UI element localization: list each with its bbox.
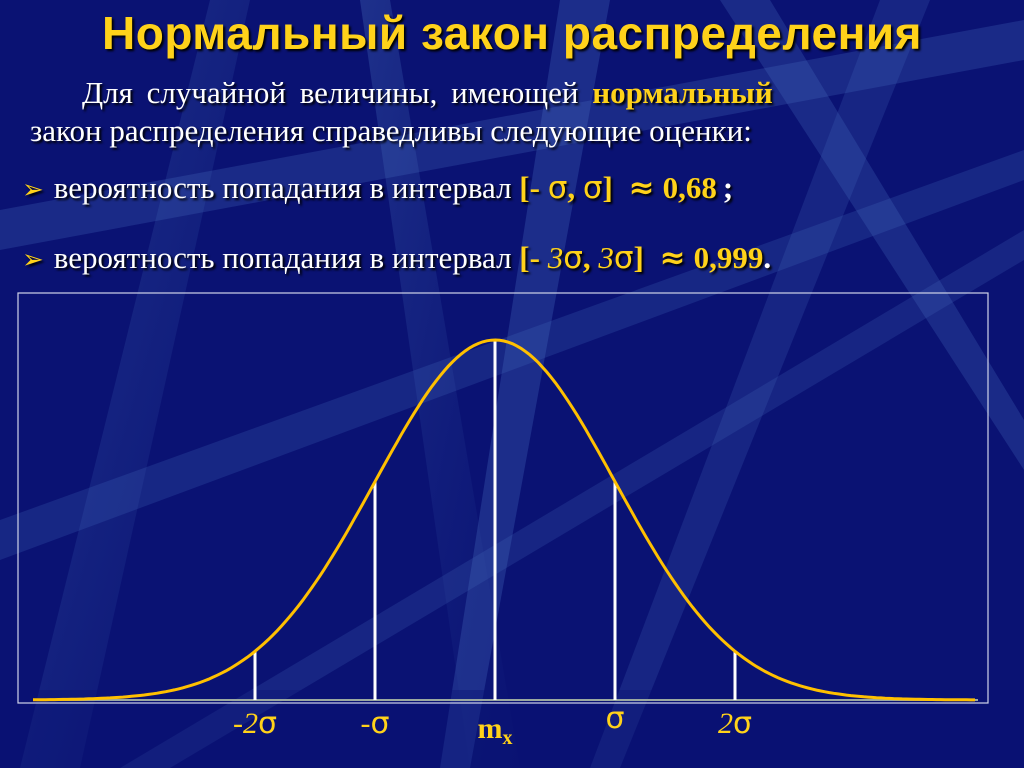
interval-separator: , (567, 170, 576, 205)
interval-multiplier: 3 (547, 240, 564, 275)
interval-expression: [- 3σ, 3σ] (519, 240, 644, 276)
bullet-suffix: ; (722, 170, 734, 205)
intro-line1: Для случайной величины, имеющей (82, 75, 579, 110)
interval-separator: , (582, 240, 591, 275)
interval-open: [- (519, 240, 540, 275)
probability-value: 0,999 (693, 240, 764, 275)
interval-expression: [- σ, σ] (519, 170, 613, 206)
probability-value: 0,68 (662, 170, 717, 205)
intro-text: Для случайной величины, имеющей нормальн… (30, 74, 990, 150)
interval-close: ] (633, 240, 644, 275)
arrow-bullet-icon: ➢ (22, 175, 44, 205)
slide-title: Нормальный закон распределения (102, 7, 922, 59)
bullet-item-1: ➢ вероятность попадания в интервал [- σ, … (22, 170, 733, 206)
sigma-symbol: σ (547, 170, 568, 206)
bullet-text: вероятность попадания в интервал (53, 170, 512, 205)
sigma-symbol: σ (582, 170, 603, 206)
chart-frame (17, 292, 989, 704)
tick-label: mx (478, 712, 513, 749)
approx-symbol: ≈ (628, 170, 655, 206)
bullet-suffix: . (763, 240, 772, 275)
intro-line2: закон распределения справедливы следующи… (30, 113, 752, 148)
approx-symbol: ≈ (659, 240, 686, 276)
interval-close: ] (602, 170, 613, 205)
tick-label: 2σ (718, 706, 752, 741)
bullet-item-2: ➢ вероятность попадания в интервал [- 3σ,… (22, 240, 771, 276)
tick-label: σ (605, 701, 624, 736)
tick-label: -2σ (233, 706, 277, 741)
arrow-bullet-icon: ➢ (22, 245, 44, 275)
sigma-symbol: σ (563, 240, 583, 276)
tick-label: -σ (360, 706, 389, 741)
intro-highlight: нормальный (592, 75, 773, 110)
sigma-symbol: σ (613, 240, 634, 276)
interval-open: [- (519, 170, 540, 205)
density-curve (33, 338, 975, 702)
interval-multiplier: 3 (598, 240, 614, 275)
bullet-text: вероятность попадания в интервал (53, 240, 512, 275)
